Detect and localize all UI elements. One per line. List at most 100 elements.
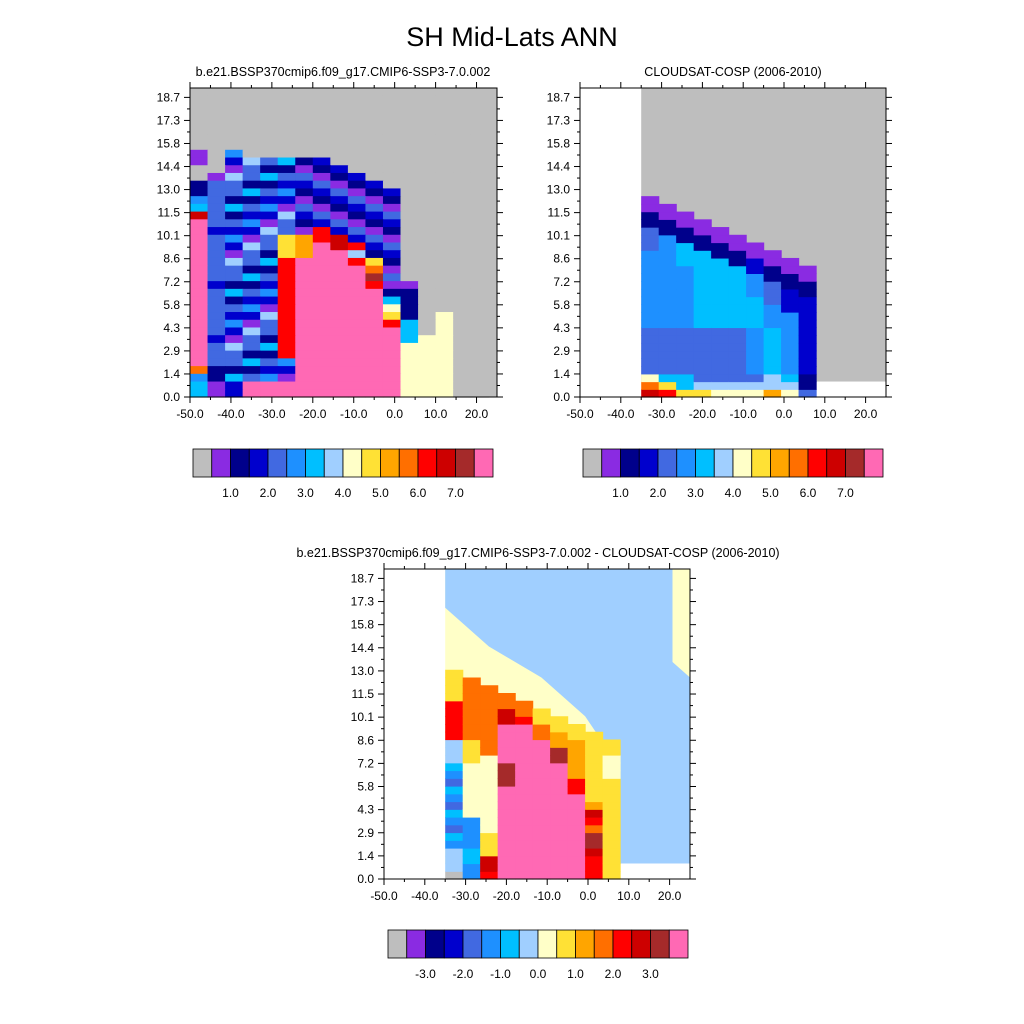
diff-cell bbox=[602, 755, 621, 764]
diff-cell bbox=[515, 778, 534, 787]
obs-cell bbox=[641, 288, 660, 298]
diff-cell bbox=[567, 793, 586, 803]
diff-cell bbox=[445, 669, 464, 679]
model-ytick-label: 15.8 bbox=[157, 136, 181, 150]
panel-model: b.e21.BSSP370cmip6.f09_g17.CMIP6-SSP3-7.… bbox=[157, 65, 503, 500]
diff-cell bbox=[462, 731, 481, 741]
model-cell bbox=[225, 312, 244, 321]
model-cell bbox=[207, 304, 226, 313]
obs-cell bbox=[763, 335, 782, 344]
obs-cell bbox=[711, 242, 730, 251]
model-cell bbox=[418, 126, 437, 135]
diff-cell bbox=[567, 755, 586, 764]
diff-cell bbox=[585, 762, 604, 772]
model-cell bbox=[330, 342, 349, 352]
obs-cell bbox=[658, 250, 677, 259]
model-cell bbox=[207, 111, 226, 120]
obs-cell bbox=[711, 250, 730, 259]
observations-colorbar-label: 6.0 bbox=[800, 486, 817, 500]
model-cell bbox=[400, 242, 419, 251]
model-cell bbox=[400, 88, 419, 97]
model-cell bbox=[347, 165, 367, 174]
model-cell bbox=[365, 288, 384, 298]
diff-cell bbox=[462, 770, 481, 779]
model-cell bbox=[330, 281, 349, 290]
model-cell bbox=[435, 350, 454, 359]
main-title: SH Mid-Lats ANN bbox=[406, 22, 618, 52]
model-cell bbox=[400, 389, 419, 398]
model-cell bbox=[225, 103, 244, 112]
model-cell bbox=[418, 346, 438, 397]
diff-cell bbox=[602, 855, 621, 865]
model-ytick-label: 7.2 bbox=[163, 275, 180, 289]
model-cell bbox=[365, 172, 384, 182]
model-cell bbox=[418, 111, 437, 120]
diff-cell bbox=[585, 848, 604, 857]
obs-cell bbox=[746, 312, 765, 321]
model-cell bbox=[365, 149, 384, 159]
model-cell bbox=[453, 165, 472, 174]
model-cell bbox=[418, 250, 437, 259]
obs-cell bbox=[693, 234, 712, 244]
model-colorbar-box bbox=[192, 448, 213, 478]
obs-cell bbox=[676, 319, 695, 329]
diff-cell bbox=[550, 716, 569, 725]
diff-cell bbox=[550, 809, 569, 818]
obs-cell bbox=[676, 242, 695, 251]
model-cell bbox=[225, 234, 244, 244]
diff-cell bbox=[515, 848, 534, 857]
diff-cell bbox=[445, 693, 464, 702]
model-cell bbox=[312, 234, 331, 244]
axes-difference: -50.0 -40.0 -30.0 -20.0 -10.0 0.0 10.0 20.0 0.0 1… bbox=[351, 563, 696, 903]
obs-cell bbox=[676, 211, 695, 220]
diff-cell bbox=[515, 855, 534, 865]
obs-cell bbox=[658, 304, 677, 313]
model-cell bbox=[418, 88, 437, 97]
diff-cell bbox=[567, 739, 586, 748]
model-cell bbox=[190, 342, 209, 352]
model-cell bbox=[400, 373, 419, 383]
diff-cell bbox=[462, 693, 481, 702]
model-cell bbox=[312, 196, 331, 205]
axes-model: -50.0 -40.0 -30.0 -20.0 -10.0 0.0 10.0 20.0 0.0 1… bbox=[157, 82, 503, 421]
observations-xtick-label: -50.0 bbox=[566, 407, 594, 421]
model-cell bbox=[453, 250, 472, 259]
model-cell bbox=[207, 172, 226, 182]
model-ytick-label: 10.1 bbox=[157, 229, 181, 243]
model-cell bbox=[347, 95, 367, 105]
model-cell bbox=[382, 381, 402, 390]
model-cell bbox=[365, 103, 384, 112]
model-cell bbox=[242, 265, 261, 274]
model-cell bbox=[347, 227, 367, 236]
diff-cell bbox=[462, 793, 481, 803]
model-cell bbox=[418, 242, 437, 251]
model-cell bbox=[365, 358, 384, 367]
obs-cell bbox=[781, 389, 800, 398]
model-cell bbox=[260, 219, 279, 228]
model-cell bbox=[225, 157, 244, 166]
model-cell bbox=[347, 304, 367, 313]
model-cell bbox=[347, 103, 367, 112]
model-cell bbox=[190, 265, 209, 274]
obs-cell bbox=[781, 281, 800, 290]
diff-cell bbox=[497, 716, 516, 725]
obs-cell bbox=[728, 312, 747, 321]
diff-cell bbox=[497, 824, 516, 834]
model-cell bbox=[225, 381, 244, 390]
model-cell bbox=[382, 273, 402, 282]
observations-colorbar-box bbox=[732, 448, 753, 478]
obs-cell bbox=[693, 265, 712, 274]
model-cell bbox=[277, 335, 296, 344]
obs-cell bbox=[798, 288, 817, 298]
model-cell bbox=[242, 157, 261, 166]
observations-xtick-label: -40.0 bbox=[607, 407, 635, 421]
obs-cell bbox=[728, 335, 747, 344]
model-cell bbox=[382, 126, 402, 135]
model-cell bbox=[312, 118, 331, 128]
model-cell bbox=[242, 180, 261, 190]
model-cell bbox=[312, 312, 331, 321]
diff-cell bbox=[480, 871, 499, 880]
diff-cell bbox=[585, 747, 604, 756]
diff-cell bbox=[550, 817, 569, 826]
model-cell bbox=[470, 257, 489, 267]
